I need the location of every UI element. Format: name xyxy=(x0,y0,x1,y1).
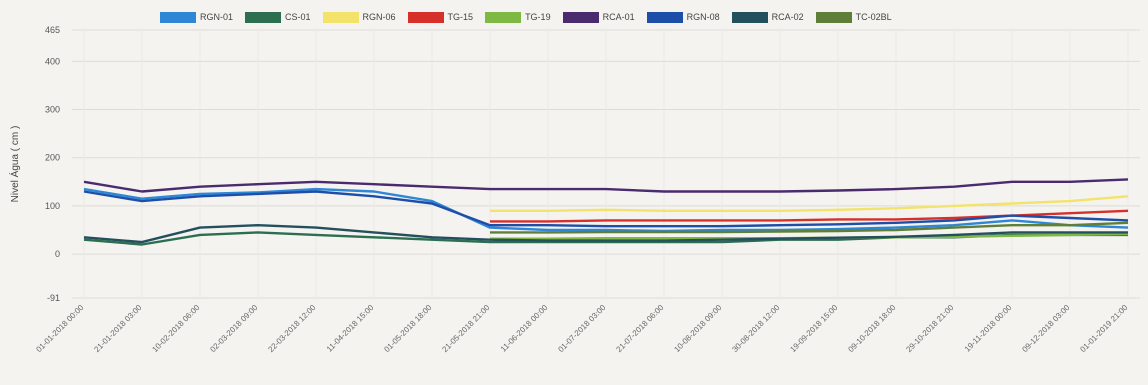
legend-item-cs-01[interactable]: CS-01 xyxy=(245,11,311,23)
legend-swatch xyxy=(485,11,522,23)
x-tick-label: 29-10-2018 21:00 xyxy=(904,303,955,354)
legend-swatch xyxy=(815,11,852,23)
legend-label: TG-15 xyxy=(447,12,474,22)
x-tick-label: 22-03-2018 12:00 xyxy=(266,303,317,354)
series-line-rgn-06 xyxy=(490,195,1129,213)
y-tick-label: 400 xyxy=(45,56,60,66)
legend-swatch xyxy=(322,11,359,23)
series-line-tc-02bl xyxy=(490,221,1129,234)
x-tick-label: 21-01-2018 03:00 xyxy=(92,303,143,354)
y-tick-label: 0 xyxy=(55,249,60,259)
y-tick-label: -91 xyxy=(47,293,60,303)
legend-label: RGN-01 xyxy=(200,12,234,22)
legend-swatch xyxy=(731,11,768,23)
y-tick-label: 465 xyxy=(45,25,60,35)
legend: RGN-01 CS-01 RGN-06 TG-15 TG-19 RCA-01 RGN-08 R… xyxy=(160,8,898,26)
x-tick-label: 01-07-2018 03:00 xyxy=(556,303,607,354)
legend-label: RGN-08 xyxy=(686,12,720,22)
legend-item-rgn-01[interactable]: RGN-01 xyxy=(160,11,234,23)
series-line-rca-01 xyxy=(83,178,1129,193)
legend-label: TC-02BL xyxy=(855,12,892,22)
legend-item-rgn-06[interactable]: RGN-06 xyxy=(322,11,396,23)
x-tick-label: 01-01-2019 21:00 xyxy=(1078,303,1129,354)
series-line-rca-02 xyxy=(83,223,1128,244)
x-tick-label: 02-03-2018 09:00 xyxy=(208,303,259,354)
y-axis-label: Nivel Água ( cm ) xyxy=(8,126,21,203)
x-tick-label: 21-07-2018 06:00 xyxy=(614,303,665,354)
x-tick-label: 01-05-2018 18:00 xyxy=(382,303,433,354)
x-tick-label: 10-02-2018 06:00 xyxy=(150,303,201,354)
legend-item-rca-02[interactable]: RCA-02 xyxy=(731,11,804,23)
x-tick-label: 01-01-2018 00:00 xyxy=(34,303,85,354)
x-tick-label: 11-04-2018 15:00 xyxy=(325,303,376,354)
legend-item-tg-15[interactable]: TG-15 xyxy=(407,11,474,23)
legend-label: RCA-01 xyxy=(602,12,635,22)
legend-item-rgn-08[interactable]: RGN-08 xyxy=(646,11,720,23)
legend-swatch xyxy=(407,11,444,23)
x-tick-label: 11-06-2018 00:00 xyxy=(499,303,550,354)
legend-label: TG-19 xyxy=(525,12,551,22)
y-tick-label: 300 xyxy=(45,105,60,115)
series-line-rgn-08 xyxy=(83,190,1129,228)
y-tick-label: 200 xyxy=(45,153,60,163)
x-tick-label: 19-11-2018 00:00 xyxy=(963,303,1014,354)
legend-item-tg-19[interactable]: TG-19 xyxy=(485,11,551,23)
legend-swatch xyxy=(646,11,683,23)
legend-item-rca-01[interactable]: RCA-01 xyxy=(562,11,635,23)
y-tick-label: 100 xyxy=(45,201,60,211)
legend-swatch xyxy=(562,11,599,23)
legend-swatch xyxy=(160,11,196,23)
x-tick-label: 09-10-2018 18:00 xyxy=(846,303,897,354)
x-tick-label: 30-08-2018 12:00 xyxy=(730,303,781,354)
x-tick-label: 10-08-2018 09:00 xyxy=(672,303,723,354)
legend-label: RGN-06 xyxy=(362,12,396,22)
x-tick-label: 19-09-2018 15:00 xyxy=(788,303,839,354)
x-tick-label: 09-12-2018 03:00 xyxy=(1020,303,1071,354)
series-line-rgn-01 xyxy=(83,187,1129,233)
legend-label: CS-01 xyxy=(285,12,311,22)
legend-label: RCA-02 xyxy=(771,12,804,22)
legend-swatch xyxy=(245,11,282,23)
x-tick-label: 21-05-2018 21:00 xyxy=(440,303,491,354)
legend-item-tc-02bl[interactable]: TC-02BL xyxy=(815,11,892,23)
